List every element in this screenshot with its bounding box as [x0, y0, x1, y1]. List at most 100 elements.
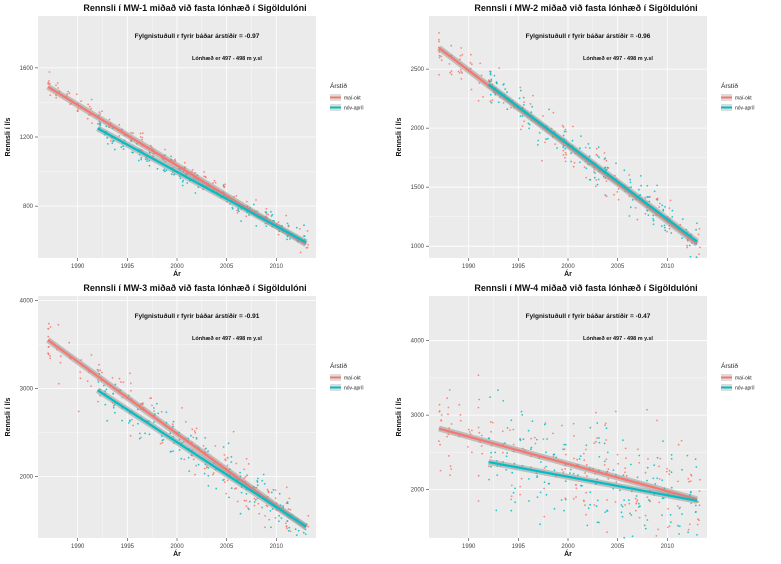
- data-point: [607, 477, 610, 480]
- data-point: [266, 488, 269, 491]
- data-point: [295, 226, 298, 229]
- data-point: [572, 497, 575, 500]
- data-point: [144, 158, 147, 161]
- data-point: [523, 101, 525, 103]
- data-point: [597, 178, 600, 181]
- data-point: [606, 531, 608, 533]
- data-point: [257, 502, 260, 505]
- data-point: [203, 472, 206, 475]
- data-point: [207, 466, 210, 469]
- data-point: [595, 185, 597, 188]
- data-point: [47, 83, 50, 85]
- data-point: [286, 222, 289, 225]
- legend: Árstíð maí-okt nóv-apríl: [330, 361, 363, 392]
- data-point: [656, 184, 658, 187]
- data-point: [183, 161, 186, 164]
- data-point: [244, 475, 247, 478]
- data-point: [565, 153, 567, 156]
- data-point: [111, 377, 114, 379]
- y-axis: 1000 1500 2000 2500: [411, 67, 429, 250]
- data-point: [579, 455, 582, 457]
- data-point: [481, 452, 484, 455]
- data-point: [88, 105, 91, 108]
- data-point: [496, 474, 499, 476]
- data-point: [689, 255, 692, 258]
- data-point: [670, 486, 673, 489]
- data-point: [520, 128, 522, 131]
- data-point: [477, 374, 480, 376]
- data-point: [270, 491, 273, 494]
- data-point: [234, 487, 236, 490]
- data-point: [678, 507, 681, 510]
- data-point: [569, 472, 571, 474]
- data-point: [572, 125, 574, 128]
- x-tick-label: 1995: [121, 264, 135, 270]
- data-point: [652, 223, 655, 226]
- data-point: [572, 472, 575, 475]
- data-point: [261, 506, 263, 509]
- data-point: [255, 225, 258, 227]
- data-point: [509, 429, 511, 431]
- chart-mw2: Rennsli í MW-2 miðað við fasta lónhæð í …: [396, 3, 754, 278]
- data-point: [598, 456, 601, 458]
- data-point: [506, 91, 508, 94]
- data-point: [212, 182, 214, 185]
- data-point: [140, 156, 143, 159]
- data-point: [101, 110, 103, 113]
- x-tick-label: 2005: [220, 544, 234, 550]
- data-point: [263, 482, 266, 485]
- data-point: [288, 497, 291, 500]
- data-point: [440, 419, 442, 421]
- data-point: [438, 73, 440, 76]
- data-point: [502, 84, 505, 86]
- data-point: [501, 451, 504, 454]
- data-point: [272, 488, 275, 491]
- chart-mw4: Rennsli í MW-4 miðað við fasta lónhæð í …: [396, 283, 754, 558]
- data-point: [307, 244, 309, 246]
- data-point: [670, 521, 672, 523]
- data-point: [637, 448, 639, 451]
- data-point: [538, 132, 541, 134]
- data-point: [532, 94, 534, 97]
- x-tick-label: 1990: [462, 544, 476, 550]
- data-point: [169, 432, 172, 435]
- data-point: [604, 511, 607, 513]
- data-point: [580, 135, 582, 138]
- data-point: [214, 445, 217, 447]
- data-point: [280, 517, 283, 519]
- data-point: [297, 529, 300, 532]
- data-point: [286, 502, 289, 504]
- data-point: [99, 369, 102, 372]
- data-point: [47, 335, 50, 338]
- chart-mw3: Rennsli í MW-3 miðað við fasta lónhæð í …: [5, 283, 363, 558]
- data-point: [438, 440, 440, 443]
- data-point: [543, 515, 546, 518]
- data-point: [616, 453, 619, 456]
- data-point: [527, 122, 530, 125]
- data-point: [552, 453, 555, 456]
- data-point: [191, 428, 194, 431]
- data-point: [564, 147, 566, 150]
- data-point: [232, 430, 235, 433]
- data-point: [264, 526, 266, 529]
- data-point: [612, 487, 615, 490]
- data-point: [561, 468, 563, 471]
- data-point: [658, 465, 660, 468]
- data-point: [670, 454, 673, 456]
- data-point: [181, 184, 184, 187]
- data-point: [596, 499, 599, 502]
- data-point: [646, 466, 649, 469]
- data-point: [690, 502, 693, 505]
- data-point: [565, 130, 567, 133]
- data-point: [285, 525, 288, 528]
- data-point: [187, 456, 190, 459]
- data-point: [111, 142, 114, 145]
- data-point: [139, 132, 142, 135]
- data-point: [593, 442, 596, 445]
- data-point: [510, 419, 513, 422]
- data-point: [547, 482, 550, 485]
- data-point: [459, 414, 462, 416]
- data-point: [129, 434, 132, 437]
- data-point: [593, 504, 596, 506]
- data-point: [477, 406, 480, 409]
